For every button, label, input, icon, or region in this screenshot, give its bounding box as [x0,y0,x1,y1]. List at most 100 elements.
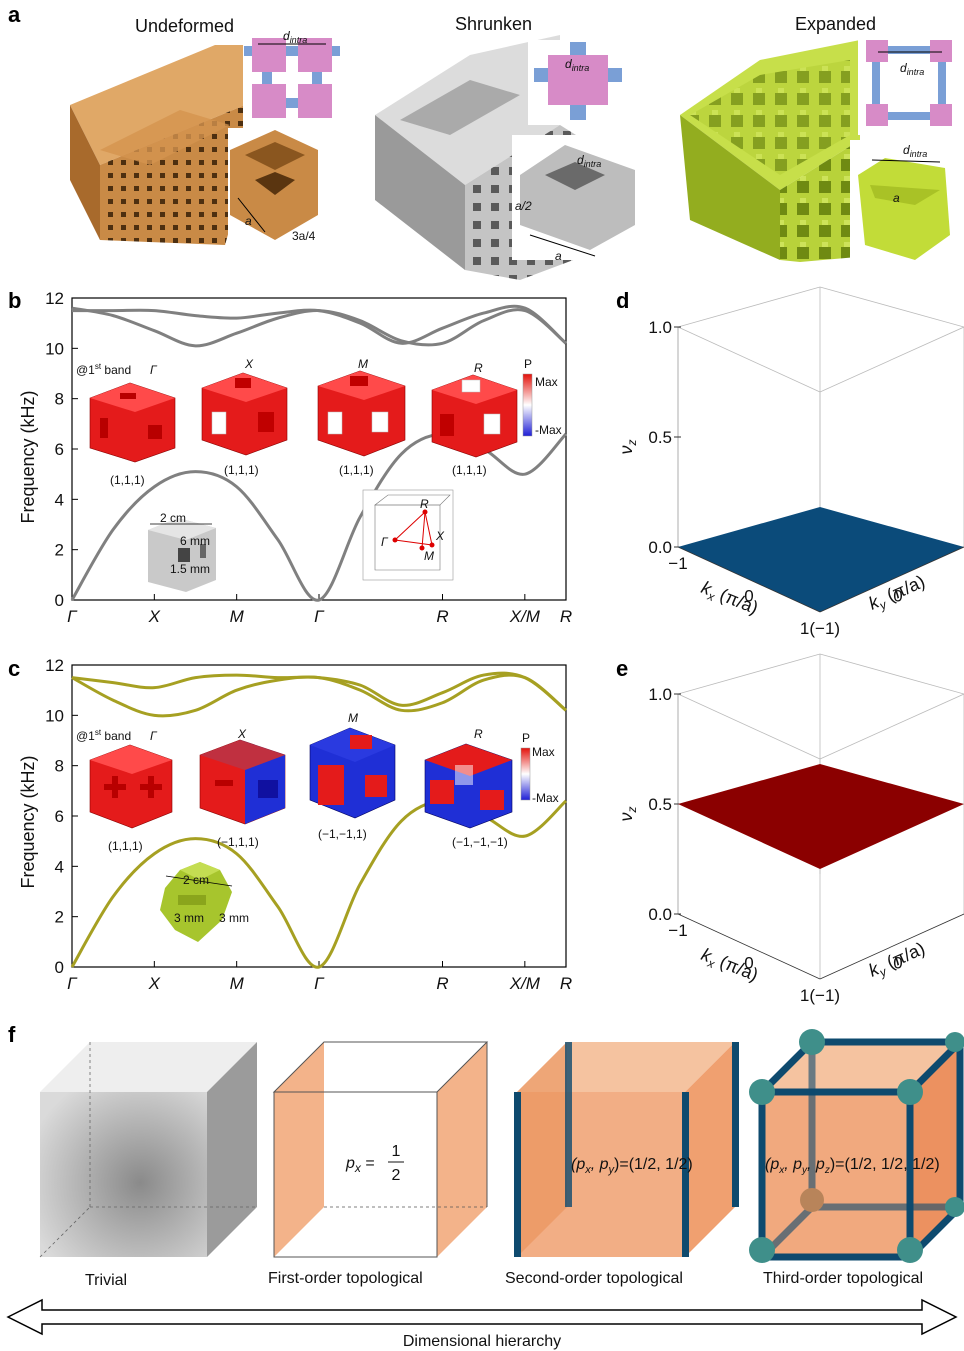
panel-b-unitcell-inset: 2 cm 6 mm 1.5 mm [148,511,216,592]
x-tick-label: X/M [509,974,541,993]
band-2-line [71,673,567,718]
y-tick-label: 2 [55,908,64,927]
dim-a-label-2: a [555,249,562,263]
expanded-title: Expanded [795,14,876,34]
caption-second-order: Second-order topological [505,1270,683,1287]
c-parity-r: (−1,−1,−1) [452,835,508,849]
nu-z-axis-label: νz [616,440,639,455]
c-inset-r: R (−1,−1,−1) [424,727,513,849]
kx-tick-label: 1(−1) [800,986,840,1005]
formula-pxpy: (px, py)=(1/2, 1/2) [571,1156,693,1176]
dim-a-label-3: a [893,191,900,205]
c-colorbar-min: -Max [532,791,559,805]
c-kpoint-m: M [348,711,358,725]
bz-gamma: Γ [381,535,389,549]
x-tick-label: Γ [314,974,325,993]
kx-tick-label: −1 [668,921,687,940]
kx-tick-label: 0 [744,587,753,606]
c-kpoint-x: X [237,727,247,741]
y-tick-label: 8 [55,757,64,776]
hierarchy-label: Dimensional hierarchy [403,1333,561,1350]
shrunken-unitcell-3d: a a/2 dintra [512,135,642,263]
c-unitcell-arm-left: 3 mm [174,911,204,925]
panel-e-label: e [616,656,628,681]
b-inset-r: R (1,1,1) [431,361,518,477]
y-tick-label: 0 [55,958,64,977]
formula-pxpypz: (px, py, pz)=(1/2, 1/2, 1/2) [765,1156,940,1176]
y-tick-label: 6 [55,440,64,459]
dim-a-label-1: a [245,214,252,228]
svg-text:2: 2 [392,1167,401,1184]
box-edge [819,286,964,328]
b-inset-x: X (1,1,1) [201,357,288,477]
panel-a-label: a [8,2,21,27]
undeformed-unitcell-3d: a 3a/4 [228,128,320,246]
b-unitcell-hole: 6 mm [180,534,210,548]
band-1-line [70,799,568,969]
z-tick-label: 0.5 [648,795,672,814]
panel-c-band-plot: 0 2 4 6 8 10 12 Γ X M Γ R X/M R [45,656,572,993]
panel-c: c Frequency (kHz) 0 2 4 6 8 10 12 Γ X M Γ R X/M R @1s… [8,656,572,993]
y-tick-label: 2 [55,541,64,560]
expanded-unitcell-3d: dintra a [850,140,962,265]
panel-b-ylabel: Frequency (kHz) [18,390,38,523]
y-tick-label: 4 [55,490,64,509]
b-colorbar-max: Max [535,375,558,389]
box-edge [819,693,964,760]
c-parity-m: (−1,−1,1) [318,827,367,841]
x-tick-label: Γ [67,974,78,993]
x-tick-label: Γ [67,607,78,626]
b-inset-gamma: (1,1,1) [89,382,176,487]
dim-a2-label: a/2 [515,199,532,213]
shrunken-unitcell-schematic: dintra [528,40,628,125]
panel-c-label: c [8,656,20,681]
nu-z-surface [678,507,964,612]
panel-b-brillouin-zone: R X M Γ [362,489,454,581]
caption-first-order: First-order topological [268,1270,423,1287]
y-tick-label: 4 [55,857,64,876]
x-tick-label: R [560,974,572,993]
band-2-line [71,306,567,348]
d-intra-label-5: dintra [903,143,927,159]
box-edge [819,546,964,613]
b-kpoint-m: M [358,357,368,371]
panel-b-band-note: @1st band Γ [76,362,158,377]
c-inset-m: M (−1,−1,1) [309,711,396,841]
svg-text:1: 1 [392,1143,401,1160]
panel-c-band-note: @1st band Γ [76,728,158,743]
bz-x: X [435,529,445,543]
c-inset-gamma: (1,1,1) [89,744,173,853]
band-1-line [70,432,568,602]
panel-f: f Trivial px = 1 2 First-ord [6,1022,964,1350]
b-unitcell-wall: 1.5 mm [170,562,210,576]
c-parity-x: (−1,1,1) [217,835,259,849]
x-tick-label: X/M [509,607,541,626]
panel-d-label: d [616,288,629,313]
z-tick-label: 0.0 [648,905,672,924]
first-order-cube: px = 1 2 [272,1041,489,1258]
x-tick-label: R [560,607,572,626]
panel-f-label: f [8,1022,16,1047]
z-tick-label: 0.0 [648,538,672,557]
b-parity-m: (1,1,1) [339,463,374,477]
bz-m: M [424,549,434,563]
c-colorbar-max: Max [532,745,555,759]
bz-r: R [420,497,429,511]
nu-z-axis-label: νz [616,807,639,822]
y-tick-label: 10 [45,706,64,725]
box-edge [677,286,821,328]
y-tick-label: 8 [55,390,64,409]
z-tick-label: 1.0 [648,685,672,704]
b-parity-x: (1,1,1) [224,463,259,477]
kx-axis-label: kx (π/a) [697,577,761,621]
panel-c-mode-insets: (1,1,1) X (−1,1,1) M (−1,−1,1) [89,711,513,853]
x-tick-label: X [148,607,161,626]
panel-b-colorbar: P Max -Max [522,357,562,437]
band-3-line [72,304,568,345]
box-edge [677,653,821,695]
expanded-unitcell-schematic: dintra [858,35,964,135]
b-colorbar-title: P [524,357,532,371]
panel-c-colorbar: P Max -Max [520,731,559,805]
box-edge [819,326,964,393]
b-unitcell-size: 2 cm [160,511,186,525]
